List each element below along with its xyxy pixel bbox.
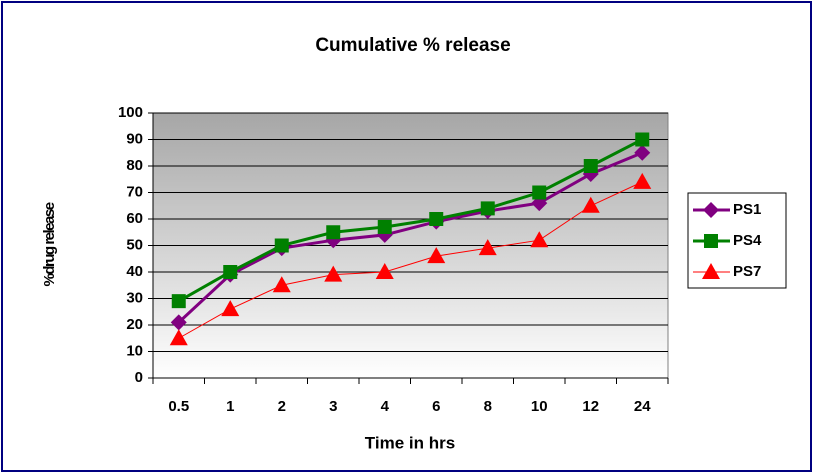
marker xyxy=(324,265,343,282)
marker xyxy=(703,202,719,218)
marker xyxy=(532,185,547,200)
y-tick-label: 100 xyxy=(118,104,143,121)
legend-label: PS4 xyxy=(733,232,762,249)
marker xyxy=(375,263,394,279)
y-tick-label: 70 xyxy=(126,183,143,200)
series-line xyxy=(177,151,643,324)
x-tick-label: 3 xyxy=(329,398,337,415)
y-tick-label: 40 xyxy=(126,263,143,280)
marker xyxy=(274,238,289,253)
marker xyxy=(581,196,600,213)
y-axis-title: %drug release xyxy=(41,202,58,286)
y-tick-label: 80 xyxy=(126,157,143,174)
marker xyxy=(429,212,444,226)
x-tick-label: 10 xyxy=(531,398,548,415)
marker xyxy=(223,265,238,279)
x-tick-label: 12 xyxy=(582,398,599,415)
marker xyxy=(377,219,392,234)
x-tick-label: 1 xyxy=(226,398,234,415)
marker xyxy=(169,329,188,346)
y-tick-label: 90 xyxy=(126,130,143,147)
legend-label: PS1 xyxy=(733,201,761,218)
series-line xyxy=(178,138,643,303)
x-tick-label: 24 xyxy=(634,398,651,415)
marker xyxy=(635,132,650,147)
marker xyxy=(427,247,446,264)
marker xyxy=(633,172,652,189)
marker xyxy=(704,234,718,248)
legend-label: PS7 xyxy=(733,263,761,280)
marker xyxy=(272,276,291,293)
marker xyxy=(583,159,598,173)
x-tick-label: 0.5 xyxy=(168,398,189,415)
marker xyxy=(480,201,495,216)
marker xyxy=(221,300,240,317)
marker xyxy=(702,263,720,279)
y-tick-label: 10 xyxy=(126,342,143,359)
y-tick-label: 20 xyxy=(126,316,143,333)
chart-title: Cumulative % release xyxy=(315,35,510,56)
marker xyxy=(634,144,651,161)
y-tick-label: 50 xyxy=(126,236,143,253)
x-tick-label: 4 xyxy=(381,398,390,415)
marker xyxy=(326,225,341,240)
y-tick-label: 30 xyxy=(126,289,143,306)
x-tick-label: 8 xyxy=(484,398,492,415)
series-line xyxy=(178,181,643,339)
marker xyxy=(478,239,497,256)
y-tick-label: 0 xyxy=(135,369,143,386)
y-tick-label: 60 xyxy=(126,210,143,227)
x-axis-title: Time in hrs xyxy=(365,433,455,452)
marker xyxy=(170,314,187,331)
x-tick-label: 2 xyxy=(278,398,286,415)
x-tick-label: 6 xyxy=(432,398,440,415)
marker xyxy=(171,294,186,309)
marker xyxy=(530,231,549,248)
